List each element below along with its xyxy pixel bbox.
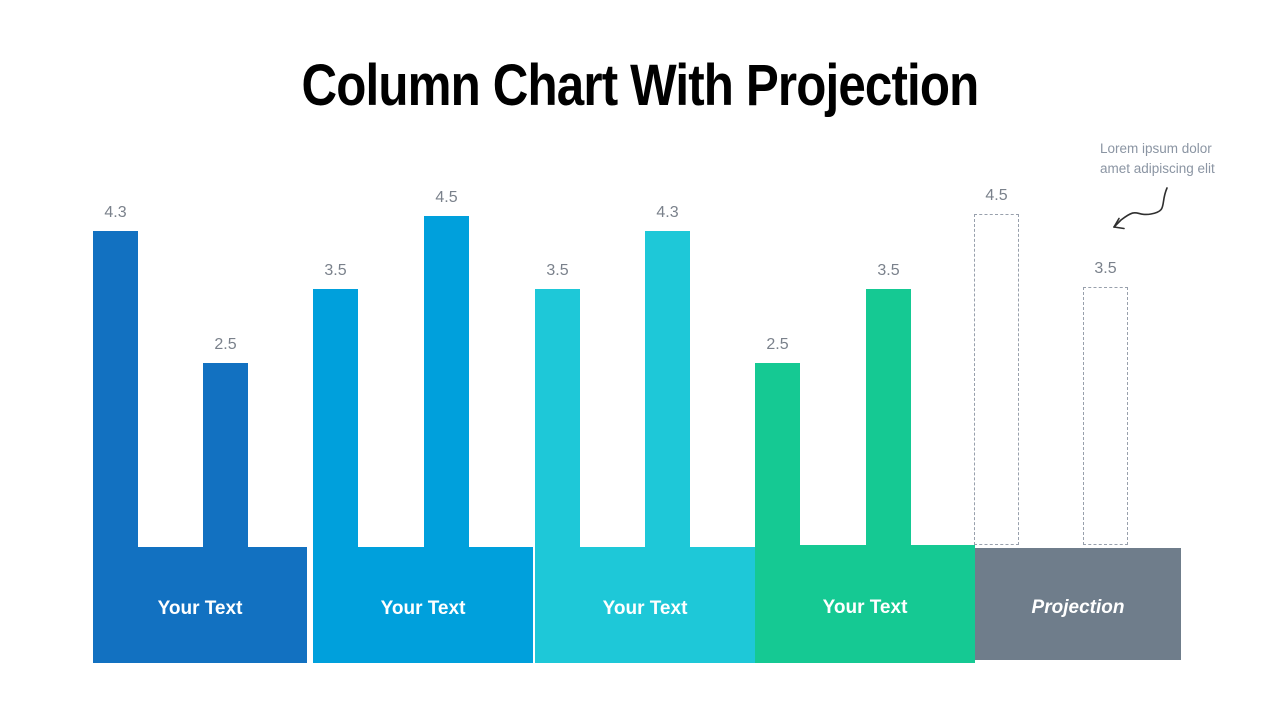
- projection-bar: [1083, 287, 1128, 545]
- annotation-line-1: Lorem ipsum dolor: [1100, 141, 1212, 156]
- annotation-text: Lorem ipsum dolor amet adipiscing elit: [1100, 139, 1250, 179]
- category-label: Your Text: [157, 598, 243, 619]
- bar: [866, 289, 911, 547]
- bar: [535, 289, 580, 547]
- bar: [313, 289, 358, 547]
- bar: [424, 216, 469, 547]
- slide-title: Column Chart With Projection: [301, 52, 980, 118]
- category-box-2: Your Text: [313, 547, 533, 663]
- bar-value-label: 4.3: [104, 204, 127, 221]
- bar-value-label: 3.5: [1094, 260, 1117, 277]
- category-box-1: Your Text: [93, 547, 307, 663]
- bar-value-label: 3.5: [546, 262, 569, 279]
- category-label: Your Text: [380, 598, 466, 619]
- category-label: Your Text: [602, 598, 688, 619]
- category-box-4: Your Text: [755, 545, 975, 663]
- bar: [93, 231, 138, 547]
- bar: [645, 231, 690, 547]
- bar-value-label: 4.5: [985, 187, 1008, 204]
- category-label: Your Text: [822, 597, 908, 618]
- projection-bar: [974, 214, 1019, 545]
- bar: [755, 363, 800, 547]
- bar-value-label: 2.5: [214, 336, 237, 353]
- bar-value-label: 4.3: [656, 204, 679, 221]
- category-box-5: Projection: [975, 548, 1181, 660]
- bar-value-label: 3.5: [877, 262, 900, 279]
- bar-value-label: 2.5: [766, 336, 789, 353]
- curved-arrow-icon: [1105, 182, 1177, 234]
- bar: [203, 363, 248, 547]
- bar-value-label: 4.5: [435, 189, 458, 206]
- annotation-line-2: amet adipiscing elit: [1100, 161, 1215, 176]
- category-label: Projection: [1031, 597, 1125, 618]
- bar-value-label: 3.5: [324, 262, 347, 279]
- category-box-3: Your Text: [535, 547, 755, 663]
